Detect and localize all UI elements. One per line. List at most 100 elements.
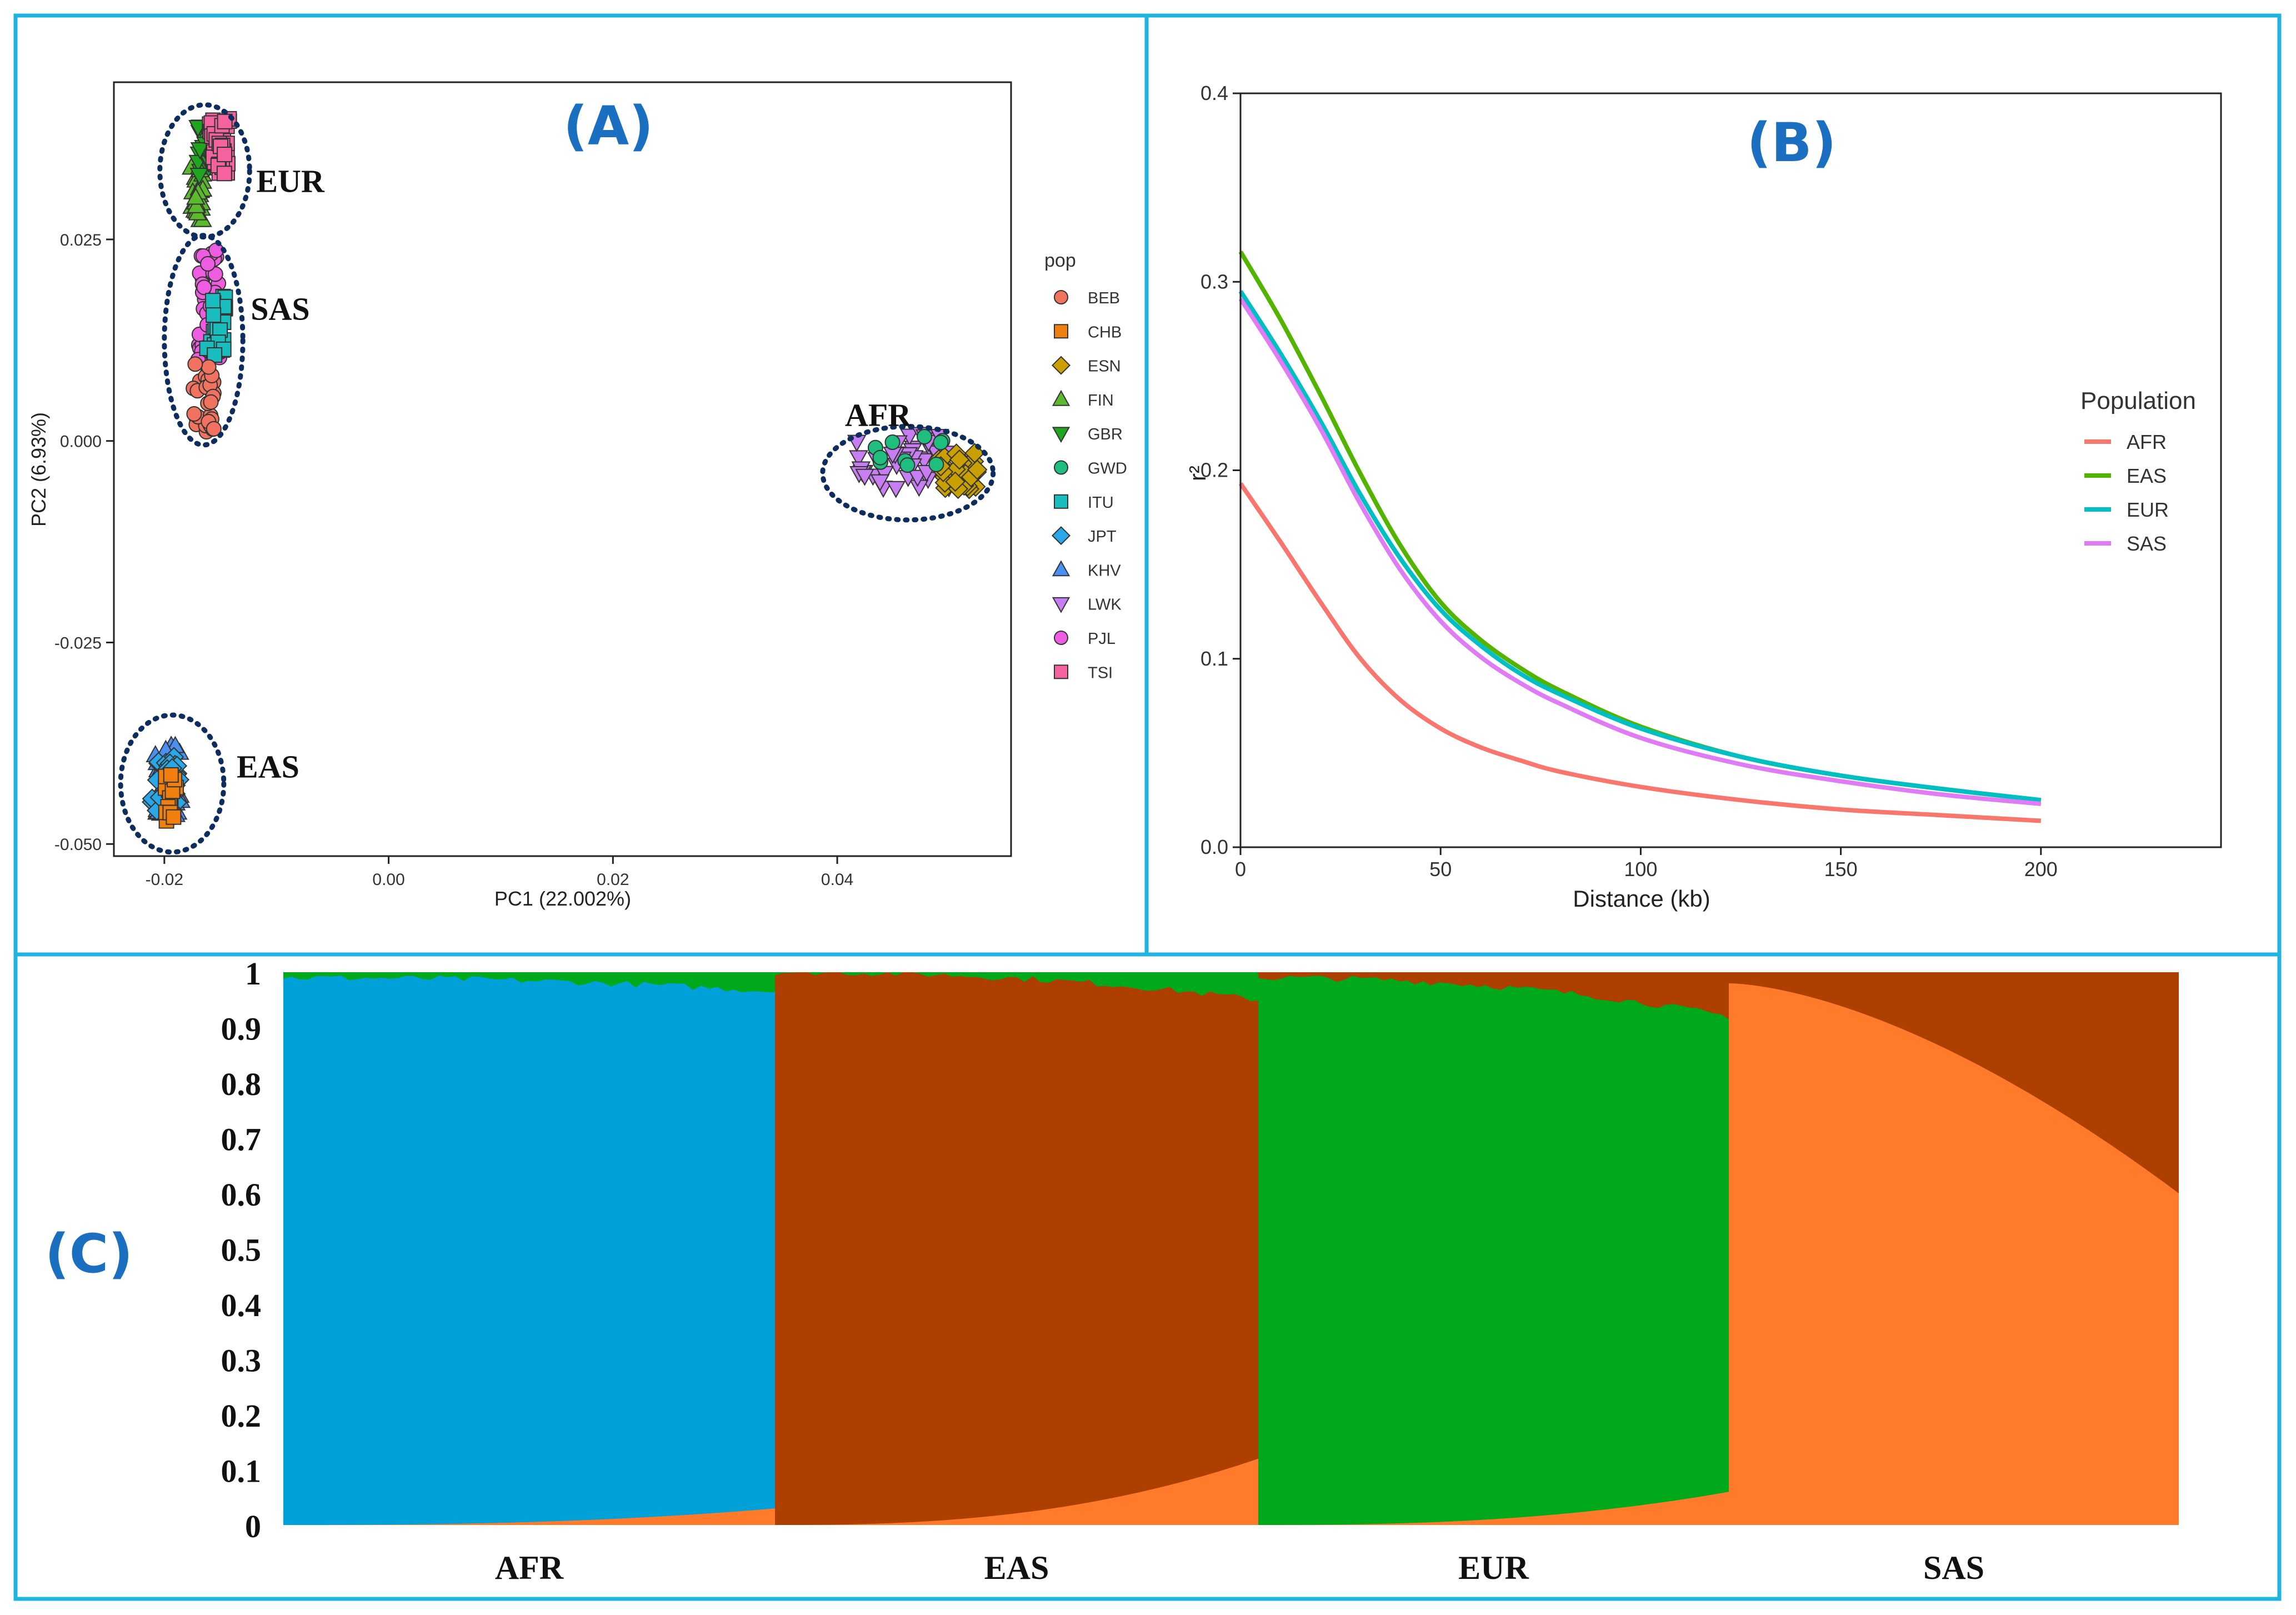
point-beb — [203, 394, 219, 410]
admixture-y-tick-label: 0 — [245, 1508, 261, 1544]
cluster-ellipses: EUR SAS AFR EAS — [118, 102, 996, 855]
legend-marker-gbr — [1052, 427, 1071, 443]
admixture-y-axis: 0 0.1 0.2 0.3 0.4 0.5 0.6 0.7 0.8 0.9 1 — [221, 956, 262, 1544]
point-gwd — [884, 434, 901, 451]
ld-y-tick-label: 0.4 — [1200, 82, 1228, 104]
panel-b-ld-decay: 0 50 100 150 200 0.0 0.1 0.2 0.3 0.4 Distance (k… — [1184, 82, 2222, 912]
panel-c-admixture: 0 0.1 0.2 0.3 0.4 0.5 0.6 0.7 0.8 0.9 1 AFR EAS EUR S… — [45, 956, 2179, 1586]
ld-line-afr — [1238, 482, 2042, 823]
admixture-y-tick-label: 0.1 — [221, 1453, 262, 1489]
admixture-group-label-eas: EAS — [984, 1549, 1049, 1586]
cluster-label-afr: AFR — [845, 397, 912, 433]
ld-y-axis: 0.0 0.1 0.2 0.3 0.4 — [1200, 82, 1240, 858]
pca-x-tick-label: 0.02 — [597, 871, 629, 889]
admixture-bottom-eur — [1258, 1492, 1729, 1525]
legend-marker-jpt — [1051, 526, 1071, 546]
ld-y-tick-label: 0.1 — [1200, 647, 1228, 670]
admixture-y-tick-label: 0.7 — [221, 1122, 262, 1158]
cluster-label-eas: EAS — [237, 749, 299, 785]
point-beb — [187, 356, 203, 372]
legend-marker-gwd — [1054, 460, 1068, 475]
point-tsi — [217, 147, 233, 163]
legend-marker-chb — [1054, 324, 1068, 339]
point-lwk — [849, 450, 868, 468]
point-tsi — [216, 166, 232, 182]
admixture-major-sas — [1729, 983, 2179, 1525]
pca-x-axis: -0.02 0.00 0.02 0.04 — [146, 856, 853, 889]
pca-y-tick-label: 0.000 — [60, 433, 102, 451]
legend-label-chb: CHB — [1088, 323, 1122, 341]
pca-y-axis: -0.050 -0.025 0.000 0.025 — [54, 231, 114, 854]
panel-a-label: (A) — [563, 95, 653, 157]
legend-marker-pjl — [1054, 631, 1068, 645]
point-gwd — [917, 428, 933, 444]
legend-marker-lwk — [1052, 597, 1071, 613]
ld-legend-label-eur: EUR — [2127, 498, 2169, 521]
point-gwd — [899, 457, 916, 473]
admixture-group-label-afr: AFR — [495, 1549, 564, 1586]
point-esn — [949, 449, 970, 470]
pca-y-tick-label: -0.050 — [54, 836, 102, 854]
point-beb — [201, 359, 217, 375]
cluster-ellipse-afr — [820, 424, 996, 523]
ld-x-tick-label: 0 — [1235, 858, 1246, 881]
point-chb — [166, 809, 182, 825]
point-gwd — [928, 456, 944, 472]
point-pjl — [196, 279, 212, 296]
pca-plot-border — [113, 81, 1012, 857]
admixture-major-eas — [775, 972, 1258, 1525]
point-beb — [206, 421, 222, 437]
cluster-label-eur: EUR — [256, 163, 325, 199]
admixture-y-tick-label: 0.3 — [221, 1343, 262, 1379]
ld-x-tick-label: 200 — [2024, 858, 2058, 881]
ld-line-eur — [1238, 290, 2042, 803]
point-gwd — [933, 434, 949, 451]
admixture-bars — [283, 972, 2179, 1525]
ld-x-axis: 0 50 100 150 200 — [1235, 847, 2058, 881]
ld-legend-label-afr: AFR — [2127, 431, 2167, 453]
point-gbr — [190, 142, 210, 160]
legend-label-lwk: LWK — [1088, 596, 1122, 614]
admixture-y-tick-label: 0.6 — [221, 1177, 262, 1213]
admixture-y-tick-label: 0.8 — [221, 1066, 262, 1102]
admixture-group-label-eur: EUR — [1458, 1549, 1529, 1586]
point-itu — [205, 293, 221, 309]
ld-plot-border — [1239, 92, 2222, 848]
point-esn — [945, 471, 966, 492]
point-esn — [967, 459, 988, 480]
legend-label-jpt: JPT — [1088, 528, 1117, 546]
panel-b-label: (B) — [1747, 112, 1837, 174]
pca-x-tick-label: 0.04 — [821, 871, 853, 889]
legend-marker-tsi — [1054, 664, 1068, 679]
cluster-label-sas: SAS — [251, 291, 309, 327]
legend-marker-beb — [1054, 290, 1068, 304]
ld-x-tick-label: 50 — [1429, 858, 1452, 881]
point-gwd — [872, 449, 888, 466]
legend-label-itu: ITU — [1088, 494, 1114, 512]
ld-x-tick-label: 150 — [1824, 858, 1858, 881]
pca-y-tick-label: 0.025 — [60, 231, 102, 249]
ld-legend-label-eas: EAS — [2127, 464, 2167, 487]
pca-legend: BEB CHB ESN FIN GBR GWD ITU JPT KHV LWK PJL TSI — [1051, 289, 1127, 682]
legend-marker-esn — [1051, 356, 1071, 375]
ld-line-eas — [1238, 250, 2042, 803]
legend-marker-khv — [1052, 560, 1071, 577]
ld-legend-title: Population — [2080, 387, 2196, 414]
ld-x-axis-title: Distance (kb) — [1573, 886, 1710, 912]
panel-b-frame — [1144, 13, 2282, 957]
point-lwk — [855, 468, 874, 486]
pca-y-axis-title: PC2 (6.93%) — [27, 412, 50, 527]
point-gbr — [189, 168, 209, 186]
admixture-group-labels: AFR EAS EUR SAS — [495, 1549, 1984, 1586]
point-chb — [163, 767, 179, 783]
point-lwk — [886, 481, 906, 498]
admixture-major-afr — [283, 975, 775, 1525]
pca-points — [142, 111, 988, 829]
legend-label-esn: ESN — [1088, 358, 1121, 376]
admixture-y-tick-label: 1 — [245, 956, 261, 992]
admixture-y-tick-label: 0.4 — [221, 1287, 262, 1323]
point-lwk — [908, 469, 928, 487]
ld-y-tick-label: 0.3 — [1200, 270, 1228, 293]
